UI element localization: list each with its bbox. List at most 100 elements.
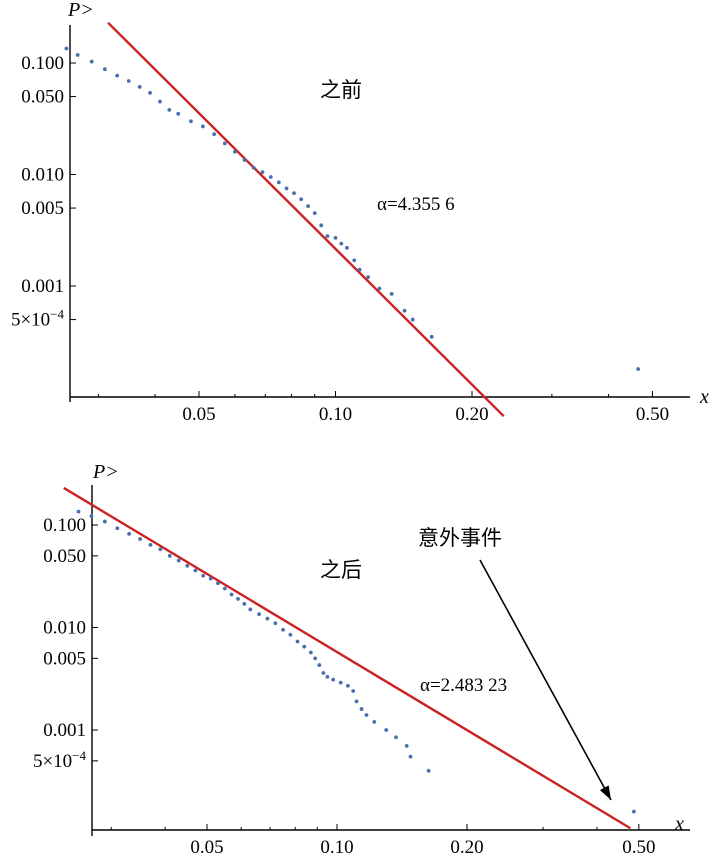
data-point	[137, 85, 142, 89]
event-arrow-head	[599, 785, 611, 800]
data-point	[193, 568, 198, 573]
x-axis-label: x	[699, 386, 709, 408]
y-tick-label: 0.001	[21, 276, 64, 297]
data-point	[176, 111, 181, 116]
data-point	[89, 514, 94, 519]
data-point	[89, 59, 94, 64]
data-point	[242, 158, 247, 162]
data-point	[394, 735, 398, 740]
data-point	[408, 754, 413, 759]
data-point	[222, 586, 227, 591]
data-point	[281, 627, 285, 632]
y-tick-label: 0.100	[21, 53, 64, 74]
data-point	[288, 632, 293, 637]
data-point	[265, 616, 270, 621]
data-point	[351, 689, 356, 693]
y-axis-label: P>	[67, 0, 94, 21]
data-point	[331, 677, 336, 682]
data-point	[273, 621, 278, 626]
x-tick-label: 0.50	[622, 837, 655, 856]
data-point	[636, 367, 641, 371]
data-point	[242, 601, 247, 606]
data-point	[158, 547, 163, 552]
data-point	[185, 563, 190, 568]
data-point	[284, 186, 289, 191]
data-point	[176, 558, 181, 563]
data-point	[426, 768, 431, 773]
data-point	[357, 267, 362, 272]
data-point	[325, 234, 330, 239]
data-point	[410, 317, 415, 322]
data-point	[299, 197, 304, 202]
y-tick-label: 0.001	[43, 720, 86, 741]
data-point	[216, 581, 220, 586]
data-point	[200, 124, 205, 129]
data-point	[167, 553, 172, 558]
data-point	[138, 537, 143, 541]
data-point	[325, 674, 330, 679]
data-point	[345, 245, 349, 250]
y-tick-label: 5×10−4	[11, 307, 65, 331]
y-tick-label: 0.050	[43, 546, 86, 567]
y-tick-label: 5×10−4	[33, 748, 87, 772]
data-point	[352, 258, 357, 263]
x-axis-label: x	[674, 813, 684, 835]
data-point	[208, 576, 213, 581]
panel-annotation: 之后	[320, 558, 362, 582]
data-point	[229, 592, 234, 597]
data-point	[276, 180, 281, 185]
data-point	[377, 286, 382, 291]
data-point	[236, 597, 240, 601]
data-point	[201, 573, 206, 578]
data-point	[233, 149, 237, 154]
data-point	[251, 165, 256, 170]
fit-exponent-label: α=2.483 23	[420, 675, 507, 696]
chart-before: 0.05 0.10 0.20 0.50 0.100 0.050 0.010 0.005 0.00…	[11, 0, 709, 425]
data-point	[389, 291, 394, 296]
data-point	[189, 119, 193, 124]
fit-exponent-label: α=4.355 6	[377, 194, 455, 215]
x-tick-label: 0.20	[455, 404, 488, 425]
event-label: 意外事件	[418, 526, 502, 550]
data-point	[364, 713, 369, 717]
y-tick-label: 0.010	[21, 165, 64, 186]
data-point	[268, 175, 273, 179]
panel-annotation: 之前	[320, 78, 362, 102]
data-point	[384, 728, 389, 732]
y-tick-label: 0.100	[43, 515, 86, 536]
y-axis-label: P>	[92, 461, 119, 483]
data-point	[248, 607, 253, 612]
data-point	[302, 644, 307, 649]
data-point	[404, 743, 409, 748]
data-point	[295, 639, 300, 644]
data-point	[359, 707, 364, 711]
data-point	[148, 90, 152, 95]
y-tick-label: 0.005	[21, 198, 64, 219]
data-point	[158, 99, 162, 104]
data-point	[167, 107, 172, 112]
data-point	[366, 275, 370, 280]
y-tick-label: 0.010	[43, 618, 86, 639]
data-point	[632, 809, 636, 814]
data-point	[338, 680, 343, 685]
data-point	[115, 73, 120, 78]
data-point	[76, 509, 81, 514]
data-point	[429, 334, 434, 339]
data-point	[402, 308, 407, 313]
data-point	[222, 141, 227, 146]
data-point	[148, 542, 153, 547]
data-point	[75, 53, 80, 57]
data-point	[339, 241, 344, 246]
data-point	[64, 46, 69, 51]
data-point	[292, 191, 296, 196]
data-point	[102, 519, 107, 524]
data-point	[260, 170, 265, 175]
data-point	[212, 132, 217, 137]
data-point	[126, 79, 131, 83]
data-point	[354, 699, 359, 704]
y-tick-label: 0.005	[43, 648, 86, 669]
data-point	[321, 671, 326, 675]
data-point	[346, 683, 350, 688]
data-point	[312, 211, 317, 216]
